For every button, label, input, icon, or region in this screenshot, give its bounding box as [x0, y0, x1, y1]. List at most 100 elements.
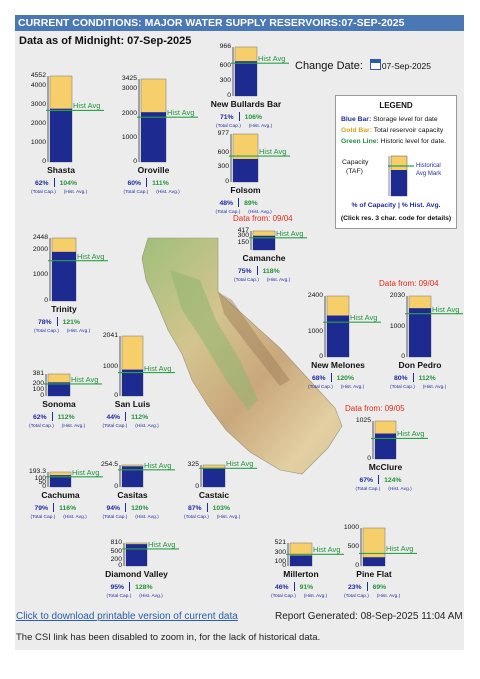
tick-new-melones-2: 0 — [299, 353, 323, 360]
total-cap-label: (Total Cap.) — [390, 385, 415, 390]
pct-row-new-melones: 68% 120% — [312, 373, 354, 382]
reservoir-name-oroville[interactable]: Oroville — [104, 165, 204, 175]
storage-bar-san-luis[interactable] — [122, 370, 143, 396]
reservoir-name-camanche[interactable]: Camanche — [214, 253, 314, 263]
tick-trinity-1: 2000 — [24, 246, 48, 253]
tick-diamond-valley-1: 500 — [98, 548, 122, 555]
storage-bar-diamond-valley[interactable] — [126, 544, 147, 566]
tick-shasta-0: 4552 — [22, 72, 46, 79]
tick-castaic-0: 325 — [175, 461, 199, 468]
sub-labels-don-pedro: (Total Cap.) (Hist. Avg.) — [390, 385, 446, 390]
hist-avg-label-new-melones: Hist Avg — [350, 313, 377, 322]
tick-new-bullards-bar-0: 966 — [207, 43, 231, 50]
pct-hist-avg-folsom: 89% — [244, 200, 258, 207]
legend-title: LEGEND — [336, 101, 456, 110]
change-date-value[interactable]: 07-Sep-2025 — [382, 61, 431, 71]
storage-bar-folsom[interactable] — [233, 159, 258, 182]
hist-avg-label-trinity: Hist Avg — [77, 252, 104, 261]
total-cap-label: (Total Cap.) — [271, 594, 296, 599]
pct-separator — [129, 582, 130, 591]
pct-row-san-luis: 44% 112% — [107, 412, 149, 421]
storage-bar-don-pedro[interactable] — [409, 308, 431, 357]
reservoir-name-trinity[interactable]: Trinity — [14, 304, 114, 314]
tick-new-bullards-bar-2: 300 — [207, 77, 231, 84]
pct-hist-avg-cachuma: 116% — [59, 505, 76, 512]
pct-separator — [367, 582, 368, 591]
pct-separator — [239, 112, 240, 121]
download-printable-link[interactable]: Click to download printable version of c… — [16, 611, 238, 622]
pct-row-mcclure: 67% 124% — [360, 475, 402, 484]
tick-new-melones-1: 1000 — [299, 328, 323, 335]
pct-hist-avg-castaic: 103% — [213, 505, 230, 512]
pct-capacity-san-luis: 44% — [107, 414, 121, 421]
reservoir-name-diamond-valley[interactable]: Diamond Valley — [87, 569, 187, 579]
pct-separator — [146, 178, 147, 187]
storage-bar-pine-flat[interactable] — [363, 557, 385, 566]
tick-folsom-0: 977 — [205, 130, 229, 137]
reservoir-name-castaic[interactable]: Castaic — [164, 490, 264, 500]
hist-avg-label-san-luis: Hist Avg — [144, 364, 171, 373]
change-date[interactable]: Change Date: 07-Sep-2025 — [295, 59, 431, 72]
pct-capacity-casitas: 94% — [107, 505, 121, 512]
total-cap-label: (Total Cap.) — [216, 124, 241, 129]
tick-oroville-2: 2000 — [113, 110, 137, 117]
pct-hist-avg-new-melones: 120% — [337, 375, 354, 382]
legend: LEGEND Blue Bar: Storage level for date … — [335, 95, 457, 229]
total-cap-label: (Total Cap.) — [308, 385, 333, 390]
total-cap-label: (Total Cap.) — [234, 278, 259, 283]
bar-chart-trinity — [48, 236, 112, 303]
sub-labels-diamond-valley: (Total Cap.) (Hist. Avg.) — [107, 594, 163, 599]
storage-bar-new-bullards-bar[interactable] — [235, 61, 257, 96]
total-cap-label: (Total Cap.) — [103, 515, 128, 520]
storage-bar-shasta[interactable] — [50, 109, 72, 162]
tick-millerton-3: 0 — [262, 562, 286, 569]
reservoir-name-don-pedro[interactable]: Don Pedro — [370, 360, 470, 370]
tick-folsom-2: 300 — [205, 163, 229, 170]
legend-gold: Gold Bar: Total reservoir capacity — [341, 127, 443, 134]
reservoir-name-mcclure[interactable]: McClure — [336, 462, 436, 472]
tick-san-luis-0: 2041 — [94, 332, 118, 339]
tick-new-bullards-bar-1: 600 — [207, 62, 231, 69]
tick-shasta-2: 3000 — [22, 101, 46, 108]
storage-bar-oroville[interactable] — [141, 112, 166, 162]
storage-bar-trinity[interactable] — [52, 252, 76, 301]
pct-capacity-diamond-valley: 95% — [111, 584, 125, 591]
bar-chart-new-bullards-bar — [231, 45, 293, 98]
pct-row-folsom: 48% 89% — [220, 198, 258, 207]
pct-separator — [125, 412, 126, 421]
reservoir-name-san-luis[interactable]: San Luis — [83, 399, 183, 409]
reservoir-name-folsom[interactable]: Folsom — [196, 185, 296, 195]
total-cap-label: (Total Cap.) — [34, 329, 59, 334]
pct-hist-avg-mcclure: 124% — [384, 477, 401, 484]
legend-click-line: (Click res. 3 char. code for details) — [336, 215, 456, 222]
tick-shasta-3: 2000 — [22, 120, 46, 127]
hist-avg-small-label: (Hist. Avg.) — [135, 515, 158, 520]
pct-capacity-mcclure: 67% — [360, 477, 374, 484]
pct-capacity-trinity: 78% — [38, 319, 52, 326]
pct-hist-avg-pine-flat: 69% — [373, 584, 387, 591]
sub-labels-sonoma: (Total Cap.) (Hist. Avg.) — [29, 424, 85, 429]
pct-capacity-millerton: 46% — [275, 584, 289, 591]
pct-hist-avg-millerton: 91% — [300, 584, 314, 591]
reservoir-name-new-bullards-bar[interactable]: New Bullards Bar — [196, 99, 296, 109]
calendar-icon[interactable] — [370, 59, 381, 70]
pct-capacity-shasta: 62% — [35, 180, 49, 187]
tick-oroville-4: 0 — [113, 158, 137, 165]
data-from-mcclure: Data from: 09/05 — [345, 404, 405, 413]
pct-capacity-camanche: 75% — [238, 268, 252, 275]
storage-bar-castaic[interactable] — [203, 468, 225, 487]
tick-casitas-0: 254.5 — [94, 461, 118, 468]
pct-capacity-castaic: 87% — [188, 505, 202, 512]
tick-don-pedro-2: 0 — [381, 353, 405, 360]
storage-bar-millerton[interactable] — [290, 555, 312, 566]
tick-millerton-1: 300 — [262, 549, 286, 556]
storage-bar-mcclure[interactable] — [375, 434, 396, 459]
legend-sample-bar — [388, 154, 414, 198]
reservoir-name-shasta[interactable]: Shasta — [11, 165, 111, 175]
tick-millerton-0: 521 — [262, 539, 286, 546]
hist-avg-label-camanche: Hist Avg — [276, 229, 303, 238]
reservoir-name-pine-flat[interactable]: Pine Flat — [324, 569, 424, 579]
sub-labels-shasta: (Total Cap.) (Hist. Avg.) — [31, 190, 87, 195]
hist-avg-label-sonoma: Hist Avg — [71, 375, 98, 384]
sub-labels-casitas: (Total Cap.) (Hist. Avg.) — [103, 515, 159, 520]
